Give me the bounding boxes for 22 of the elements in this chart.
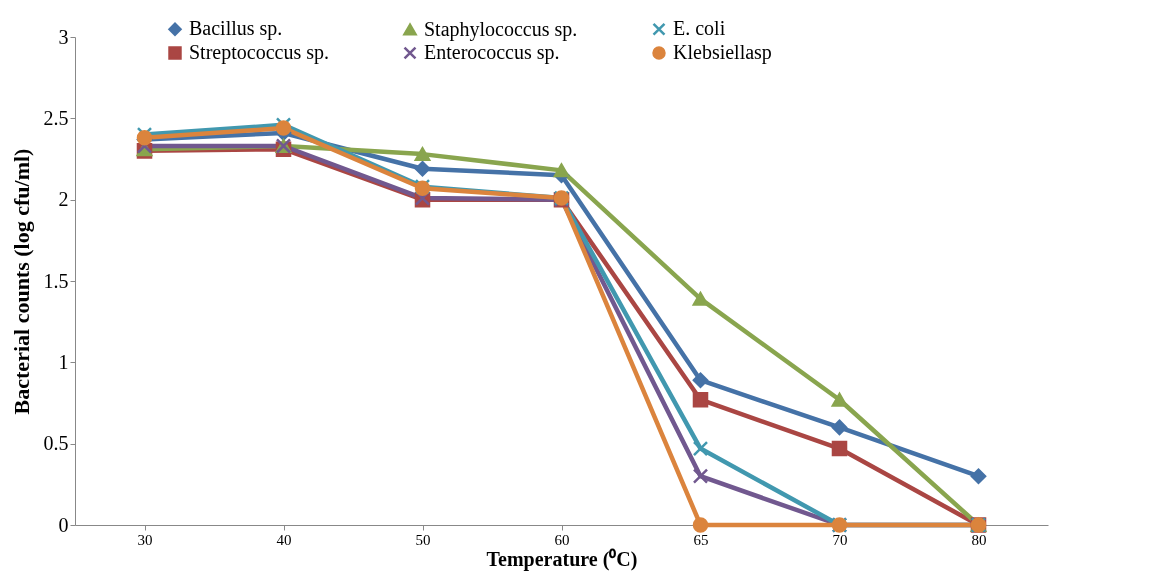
- y-tick-label: 0.5: [43, 432, 69, 455]
- legend-label: Streptococcus sp.: [189, 41, 329, 64]
- legend-label: Bacillus sp.: [189, 17, 283, 41]
- y-tick-label: 2.5: [43, 106, 69, 129]
- y-tick-label: 1.5: [43, 269, 69, 292]
- y-tick-label: 3: [58, 25, 69, 48]
- legend-label: E. coli: [673, 17, 726, 40]
- y-tick-label: 2: [58, 188, 69, 211]
- legend-label: Klebsiellasp: [673, 41, 772, 64]
- legend-label: Staphylococcus sp.: [424, 17, 578, 41]
- x-tick-label: 65: [693, 531, 709, 548]
- x-tick-label: 70: [832, 531, 848, 548]
- x-axis-title: Temperature (⁰C): [486, 547, 638, 571]
- x-tick-label: 60: [554, 531, 570, 548]
- y-tick-label: 0: [58, 513, 69, 536]
- x-tick-label: 80: [971, 531, 987, 548]
- x-tick-label: 30: [137, 531, 153, 548]
- y-axis-title: Bacterial counts (log cfu/ml): [8, 148, 34, 415]
- x-tick-label: 40: [276, 531, 292, 548]
- x-tick-label: 50: [415, 531, 431, 548]
- y-tick-label: 1: [58, 350, 69, 373]
- legend-label: Enterococcus sp.: [424, 41, 560, 64]
